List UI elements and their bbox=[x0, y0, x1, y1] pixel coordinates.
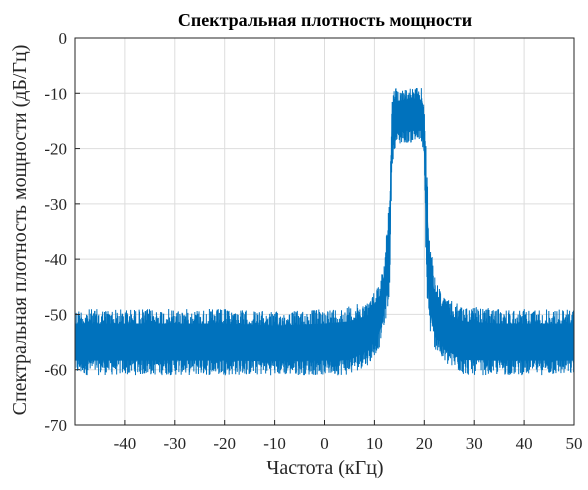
y-tick-label: -20 bbox=[44, 140, 67, 159]
x-tick-label: 10 bbox=[366, 434, 383, 453]
x-axis-ticks: -40 -30 -20 -10 0 10 20 30 40 50 bbox=[114, 420, 583, 453]
psd-series bbox=[74, 87, 575, 376]
x-tick-label: -40 bbox=[114, 434, 137, 453]
x-tick-label: 50 bbox=[566, 434, 583, 453]
x-tick-label: 0 bbox=[320, 434, 329, 453]
y-tick-label: 0 bbox=[59, 29, 68, 48]
x-tick-label: 20 bbox=[416, 434, 433, 453]
x-axis-label: Частота (кГц) bbox=[266, 457, 383, 479]
y-tick-label: -10 bbox=[44, 84, 67, 103]
y-tick-label: -70 bbox=[44, 416, 67, 435]
psd-band-core bbox=[75, 99, 574, 362]
y-axis-ticks: 0 -10 -20 -30 -40 -50 -60 -70 bbox=[44, 29, 80, 435]
x-tick-label: -20 bbox=[213, 434, 236, 453]
y-axis-label: Спектральная плотность мощности (дБ/Гц) bbox=[9, 45, 31, 416]
x-tick-label: 40 bbox=[516, 434, 533, 453]
y-tick-label: -60 bbox=[44, 361, 67, 380]
chart-title: Спектральная плотность мощности bbox=[178, 10, 472, 30]
y-tick-label: -30 bbox=[44, 195, 67, 214]
y-tick-label: -40 bbox=[44, 250, 67, 269]
x-tick-label: -10 bbox=[263, 434, 286, 453]
x-tick-label: -30 bbox=[163, 434, 186, 453]
y-tick-label: -50 bbox=[44, 305, 67, 324]
x-tick-label: 30 bbox=[466, 434, 483, 453]
